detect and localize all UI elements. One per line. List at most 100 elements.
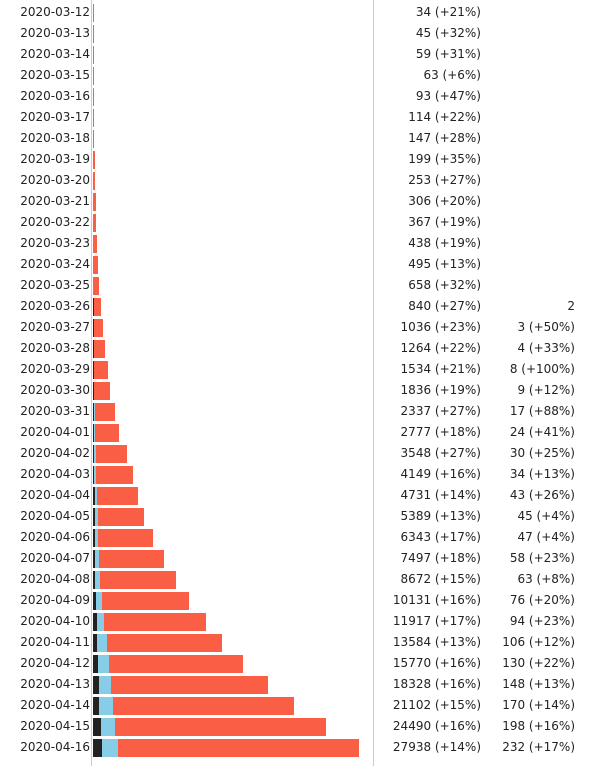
cases-value-label: 2777 (+18%) <box>400 425 481 439</box>
date-label: 2020-03-25 <box>20 278 90 292</box>
chart-row: 2020-03-18 147 (+28%) <box>14 128 590 149</box>
deaths-value-label <box>487 44 575 65</box>
cases-bar <box>93 319 103 337</box>
chart-row: 2020-03-21 306 (+20%) <box>14 191 590 212</box>
cases-value-label: 8672 (+15%) <box>400 572 481 586</box>
cases-bar <box>93 634 223 652</box>
cases-value-label: 4731 (+14%) <box>400 488 481 502</box>
deaths-value-label: 43 (+26%) <box>509 488 575 502</box>
cases-value-label: 24490 (+16%) <box>392 719 481 733</box>
deaths-value-label <box>487 191 575 212</box>
cases-value-label: 840 (+27%) <box>408 299 481 313</box>
cases-bar <box>93 424 120 442</box>
deaths-value-label: 30 (+25%) <box>509 446 575 460</box>
cases-bar <box>93 466 133 484</box>
deaths-bar <box>93 697 100 715</box>
date-label: 2020-03-14 <box>20 47 90 61</box>
chart-row: 2020-04-14 21102 (+15%) 170 (+14%) <box>14 695 590 716</box>
deaths-value-label <box>487 254 575 275</box>
cases-bar <box>93 676 268 694</box>
date-label: 2020-03-17 <box>20 110 90 124</box>
chart-row: 2020-03-27 1036 (+23%) 3 (+50%) <box>14 317 590 338</box>
chart-row: 2020-03-15 63 (+6%) <box>14 65 590 86</box>
date-label: 2020-04-03 <box>20 467 90 481</box>
chart-row: 2020-03-16 93 (+47%) <box>14 86 590 107</box>
deaths-value-label: 47 (+4%) <box>517 530 575 544</box>
date-label: 2020-04-10 <box>20 614 90 628</box>
cases-bar <box>93 445 127 463</box>
cases-value-label: 495 (+13%) <box>408 257 481 271</box>
chart-row: 2020-03-25 658 (+32%) <box>14 275 590 296</box>
deaths-bar <box>93 466 95 484</box>
date-label: 2020-04-14 <box>20 698 90 712</box>
cases-bar <box>93 529 154 547</box>
cases-bar <box>93 25 94 43</box>
deaths-value-label <box>487 128 575 149</box>
date-label: 2020-03-27 <box>20 320 90 334</box>
cases-value-label: 45 (+32%) <box>415 26 481 40</box>
cases-value-label: 27938 (+14%) <box>392 740 481 754</box>
chart-row: 2020-03-26 840 (+27%) 2 <box>14 296 590 317</box>
cases-bar <box>93 4 94 22</box>
deaths-bar <box>93 403 94 421</box>
deaths-bar <box>93 382 94 400</box>
recovered-bar <box>94 445 96 463</box>
deaths-value-label: 34 (+13%) <box>509 467 575 481</box>
date-label: 2020-04-08 <box>20 572 90 586</box>
date-label: 2020-03-28 <box>20 341 90 355</box>
date-label: 2020-04-13 <box>20 677 90 691</box>
cases-bar <box>93 487 139 505</box>
cases-bar <box>93 613 207 631</box>
deaths-bar <box>93 550 96 568</box>
cases-bar <box>93 214 97 232</box>
deaths-value-label: 130 (+22%) <box>502 656 575 670</box>
date-label: 2020-03-21 <box>20 194 90 208</box>
deaths-value-label: 3 (+50%) <box>517 320 575 334</box>
date-label: 2020-03-23 <box>20 236 90 250</box>
cases-value-label: 199 (+35%) <box>408 152 481 166</box>
date-label: 2020-04-15 <box>20 719 90 733</box>
date-label: 2020-03-30 <box>20 383 90 397</box>
deaths-value-label: 45 (+4%) <box>517 509 575 523</box>
cases-value-label: 4149 (+16%) <box>400 467 481 481</box>
cases-value-label: 18328 (+16%) <box>392 677 481 691</box>
chart-row: 2020-03-24 495 (+13%) <box>14 254 590 275</box>
cases-value-label: 15770 (+16%) <box>392 656 481 670</box>
cases-value-label: 10131 (+16%) <box>392 593 481 607</box>
chart-row: 2020-03-23 438 (+19%) <box>14 233 590 254</box>
cases-bar <box>93 340 106 358</box>
cases-value-label: 1264 (+22%) <box>400 341 481 355</box>
recovered-bar <box>98 676 111 694</box>
date-label: 2020-04-11 <box>20 635 90 649</box>
chart-row: 2020-03-14 59 (+31%) <box>14 44 590 65</box>
chart-row: 2020-04-11 13584 (+13%) 106 (+12%) <box>14 632 590 653</box>
deaths-bar <box>93 445 95 463</box>
chart-row: 2020-04-07 7497 (+18%) 58 (+23%) <box>14 548 590 569</box>
deaths-bar <box>93 340 94 358</box>
chart-row: 2020-04-12 15770 (+16%) 130 (+22%) <box>14 653 590 674</box>
cases-bar <box>93 508 145 526</box>
deaths-bar <box>93 718 101 736</box>
left-separator <box>91 0 92 766</box>
chart-row: 2020-04-09 10131 (+16%) 76 (+20%) <box>14 590 590 611</box>
cases-bar <box>93 739 359 757</box>
deaths-value-label: 76 (+20%) <box>509 593 575 607</box>
date-label: 2020-03-22 <box>20 215 90 229</box>
deaths-value-label: 198 (+16%) <box>502 719 575 733</box>
deaths-bar <box>93 613 97 631</box>
deaths-value-label: 63 (+8%) <box>517 572 575 586</box>
right-separator <box>373 0 374 766</box>
date-label: 2020-04-02 <box>20 446 90 460</box>
recovered-bar <box>101 739 118 757</box>
chart-row: 2020-04-01 2777 (+18%) 24 (+41%) <box>14 422 590 443</box>
chart-row: 2020-03-17 114 (+22%) <box>14 107 590 128</box>
recovered-bar <box>95 592 102 610</box>
cases-bar <box>93 403 116 421</box>
date-label: 2020-03-18 <box>20 131 90 145</box>
chart-row: 2020-03-22 367 (+19%) <box>14 212 590 233</box>
date-label: 2020-04-05 <box>20 509 90 523</box>
deaths-value-label <box>487 275 575 296</box>
date-label: 2020-04-06 <box>20 530 90 544</box>
cases-value-label: 13584 (+13%) <box>392 635 481 649</box>
date-label: 2020-03-24 <box>20 257 90 271</box>
